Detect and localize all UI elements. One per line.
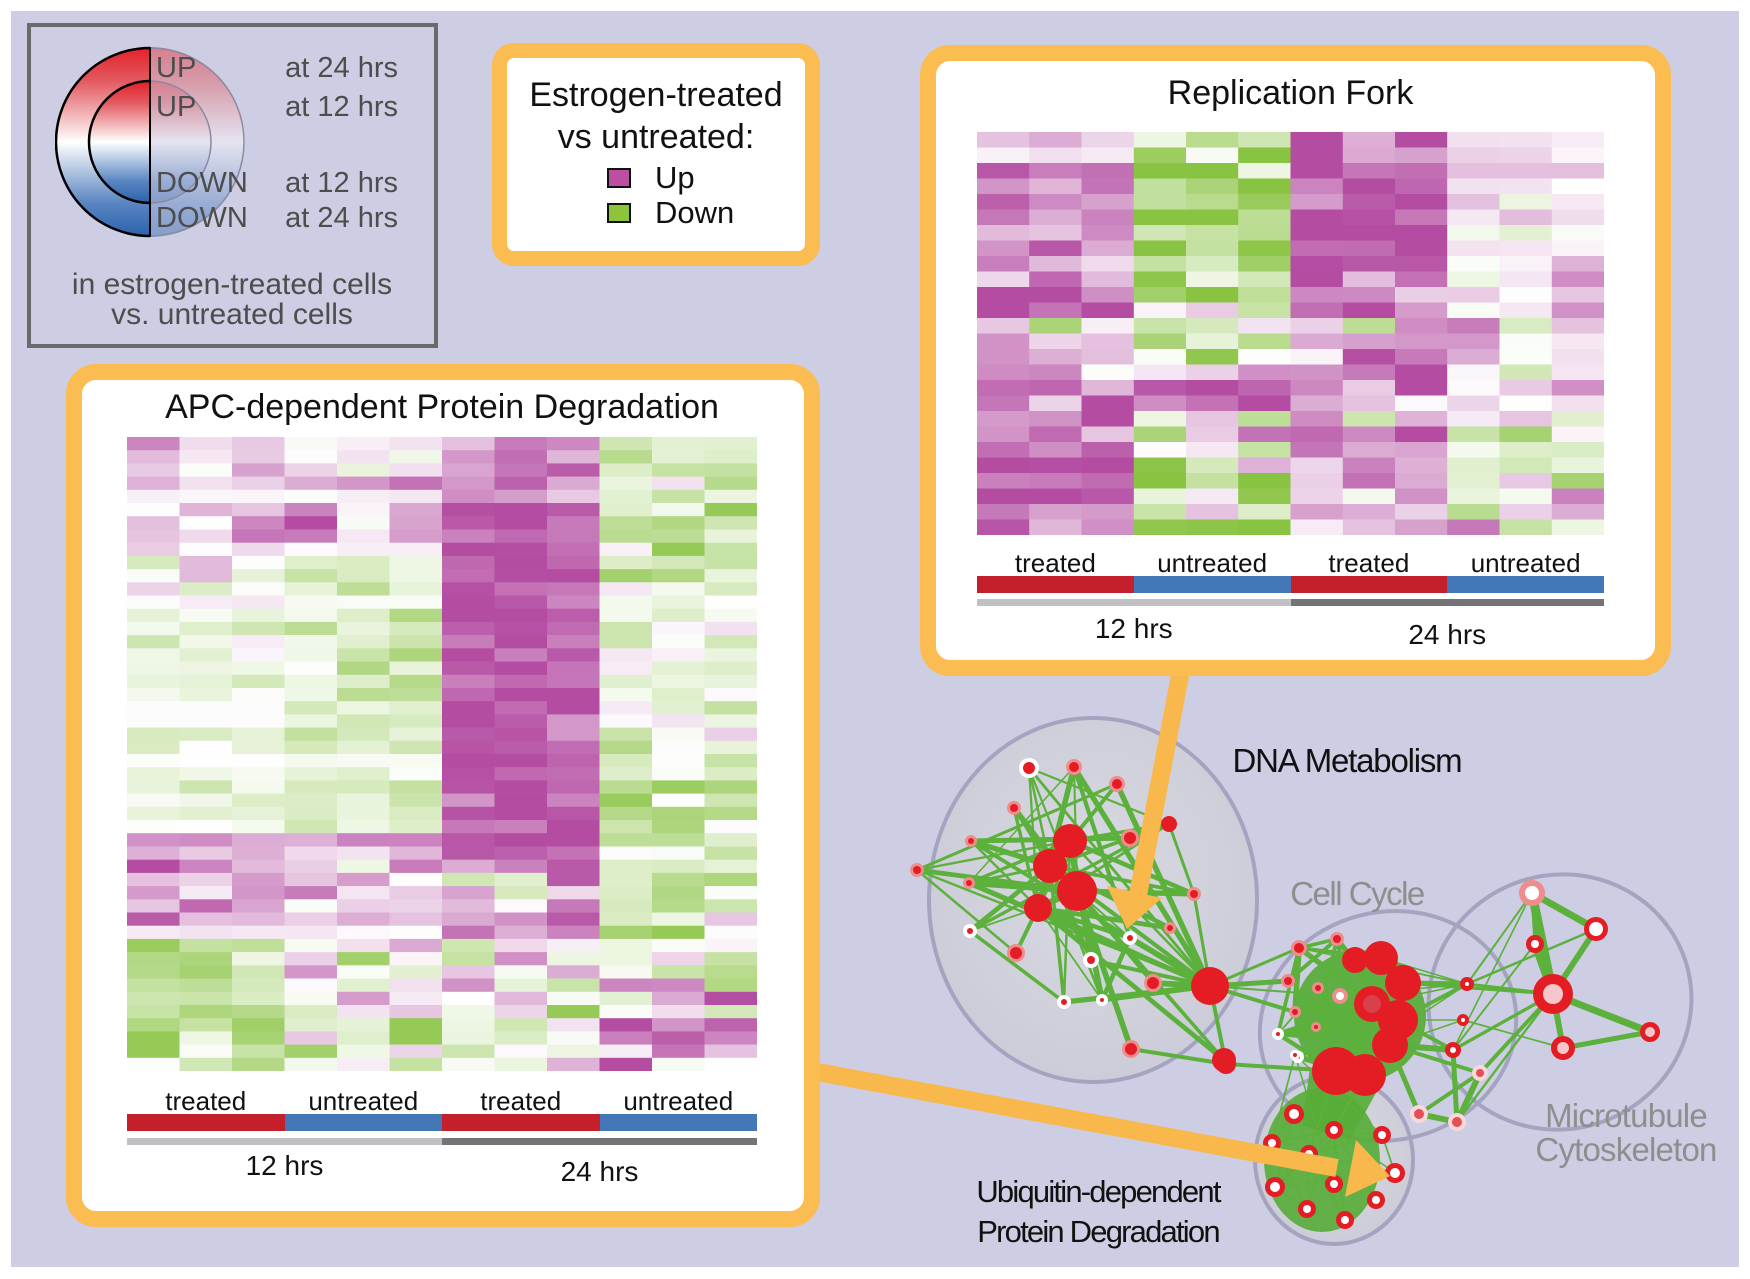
- svg-text:vs. untreated cells: vs. untreated cells: [111, 298, 353, 331]
- svg-text:Cytoskeleton: Cytoskeleton: [1535, 1131, 1716, 1168]
- svg-text:Ubiquitin-dependent: Ubiquitin-dependent: [976, 1174, 1221, 1209]
- svg-text:DNA Metabolism: DNA Metabolism: [1233, 742, 1462, 779]
- svg-text:DOWN: DOWN: [156, 202, 248, 234]
- svg-text:Cell Cycle: Cell Cycle: [1290, 875, 1424, 912]
- svg-text:at 24 hrs: at 24 hrs: [285, 52, 398, 84]
- svg-text:UP: UP: [156, 52, 196, 84]
- svg-text:UP: UP: [156, 91, 196, 123]
- svg-text:Protein Degradation: Protein Degradation: [977, 1214, 1219, 1249]
- svg-text:at 12 hrs: at 12 hrs: [285, 91, 398, 123]
- svg-text:at 12 hrs: at 12 hrs: [285, 167, 398, 199]
- svg-text:Microtubule: Microtubule: [1545, 1097, 1707, 1134]
- svg-text:at 24 hrs: at 24 hrs: [285, 202, 398, 234]
- svg-text:in estrogen-treated cells: in estrogen-treated cells: [72, 268, 392, 301]
- svg-text:DOWN: DOWN: [156, 167, 248, 199]
